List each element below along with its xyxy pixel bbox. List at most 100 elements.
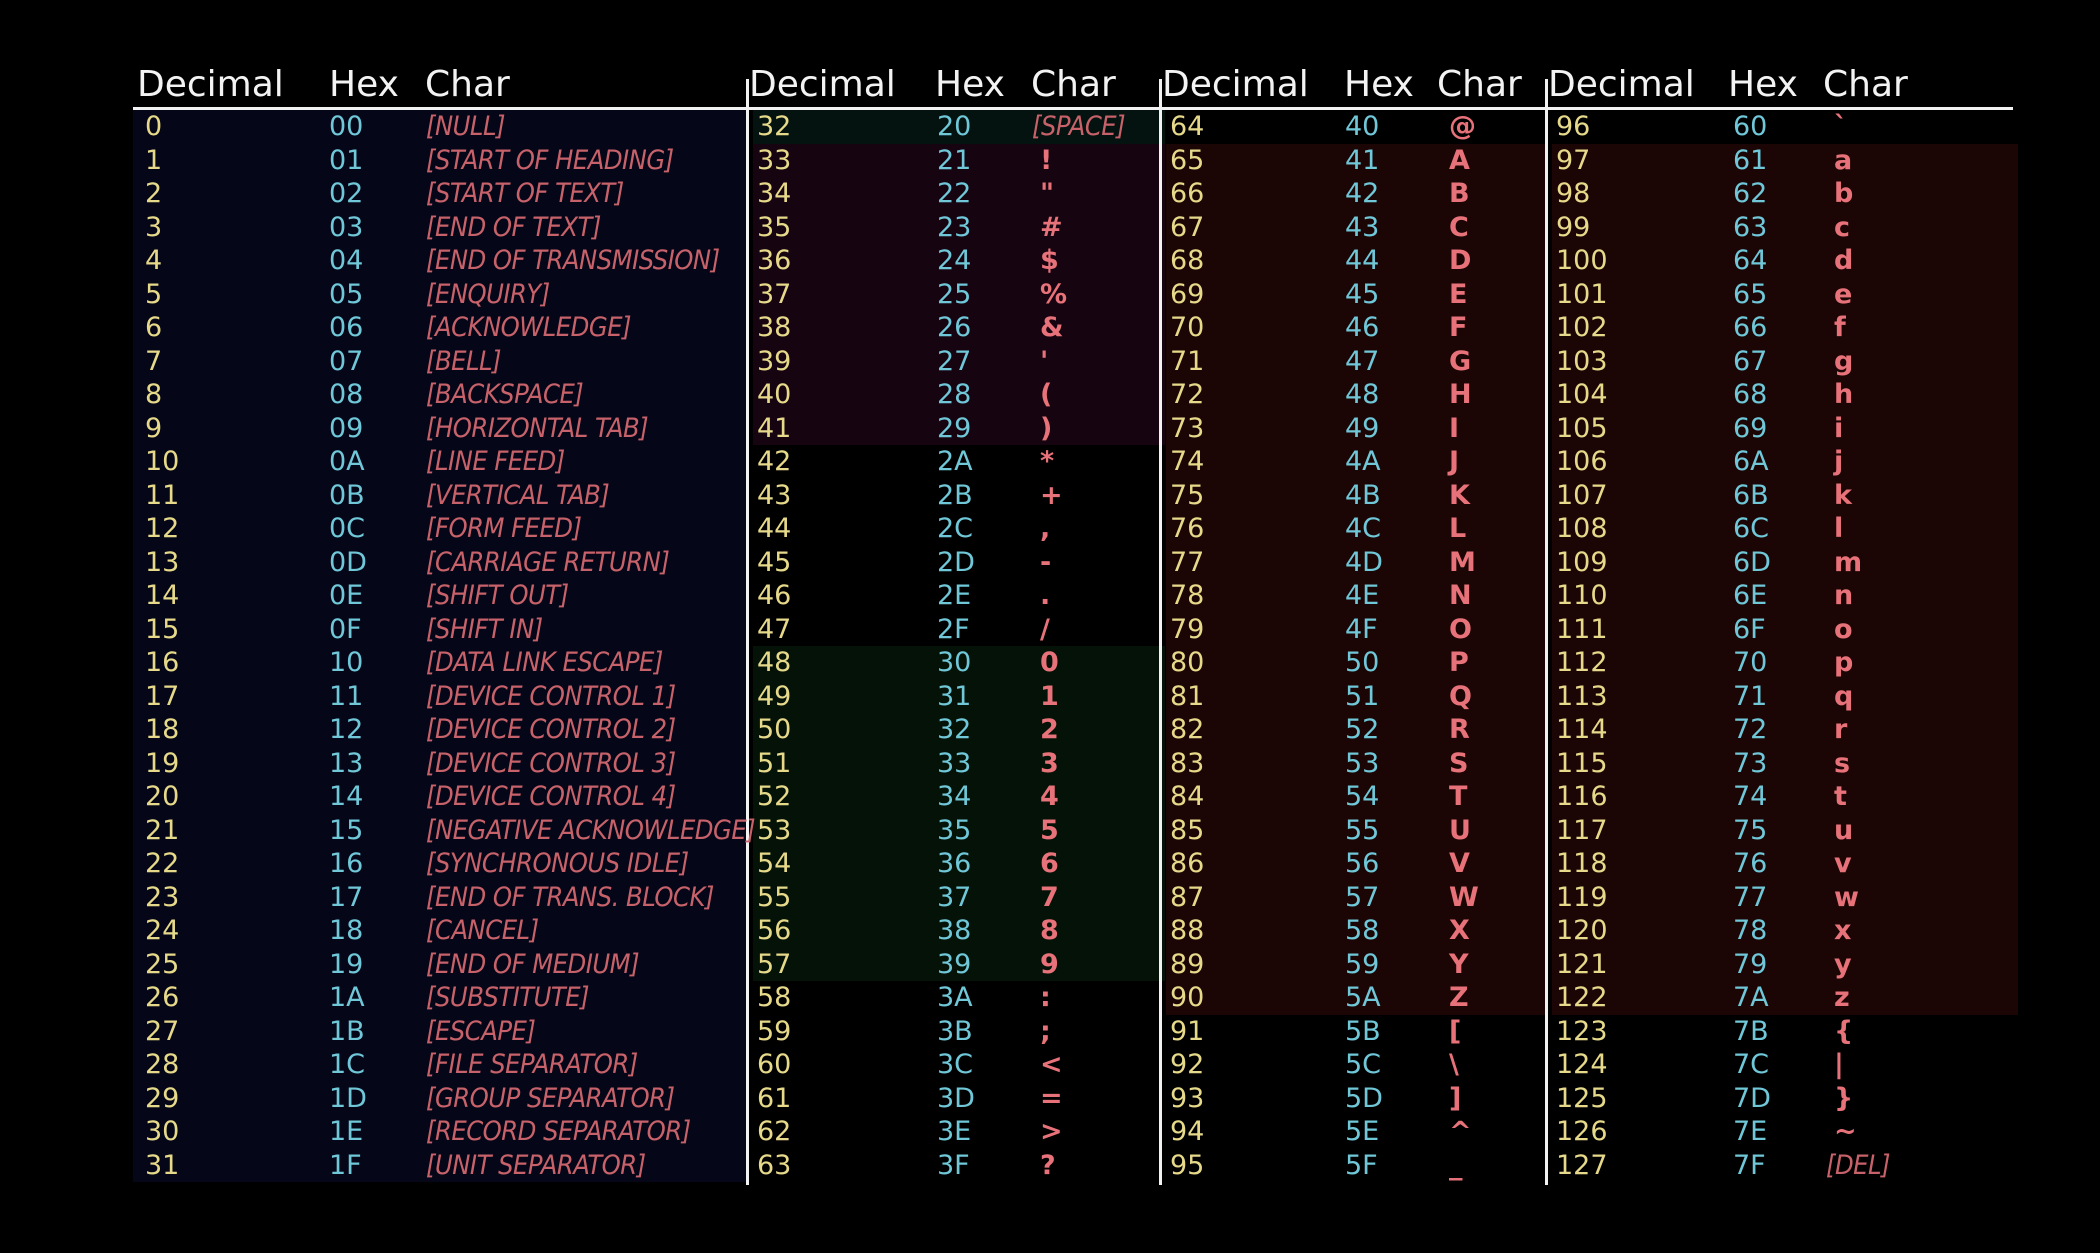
hex-value: 3C <box>937 1049 974 1080</box>
decimal-header: Decimal <box>137 64 284 105</box>
char-glyph: n <box>1834 580 1854 611</box>
hex-value: 4B <box>1345 479 1381 511</box>
hex-value: 57 <box>1345 881 1380 913</box>
hex-value: 4D <box>1345 546 1383 578</box>
hex-value: 3B <box>937 1015 973 1047</box>
decimal-value: 4 <box>145 245 163 276</box>
hex-value: 78 <box>1733 915 1768 946</box>
control-char-label: [ENQUIRY] <box>426 278 550 310</box>
hex-value: 70 <box>1733 647 1768 678</box>
hex-value: 7F <box>1733 1149 1766 1181</box>
char-glyph: # <box>1040 211 1063 243</box>
char-glyph: ] <box>1449 1082 1462 1114</box>
control-char-label: [FILE SEPARATOR] <box>426 1049 638 1080</box>
char-glyph: p <box>1834 647 1854 678</box>
control-char-label: [BELL] <box>426 345 502 377</box>
char-glyph: x <box>1834 915 1852 946</box>
hex-value: 28 <box>937 379 972 410</box>
hex-value: 39 <box>937 948 972 980</box>
decimal-value: 7 <box>145 345 163 377</box>
decimal-value: 44 <box>757 513 792 544</box>
char-glyph: l <box>1834 513 1844 544</box>
decimal-header: Decimal <box>1162 64 1309 105</box>
hex-value: 18 <box>329 915 364 946</box>
decimal-value: 30 <box>145 1116 180 1147</box>
hex-value: 31 <box>937 680 972 712</box>
control-char-label: [ESCAPE] <box>426 1015 536 1047</box>
decimal-value: 35 <box>757 211 792 243</box>
decimal-value: 53 <box>757 814 792 846</box>
char-header: Char <box>425 64 510 105</box>
decimal-value: 81 <box>1170 680 1205 712</box>
char-glyph: o <box>1834 613 1853 645</box>
control-char-label: [END OF TRANSMISSION] <box>426 245 720 276</box>
hex-value: 5F <box>1345 1149 1378 1181</box>
decimal-value: 72 <box>1170 379 1205 410</box>
hex-value: 20 <box>937 111 972 142</box>
decimal-value: 125 <box>1556 1082 1608 1114</box>
hex-value: 48 <box>1345 379 1380 410</box>
decimal-value: 123 <box>1556 1015 1608 1047</box>
hex-value: 6B <box>1733 479 1769 511</box>
char-header: Char <box>1031 64 1116 105</box>
char-glyph: b <box>1834 178 1854 209</box>
hex-value: 37 <box>937 881 972 913</box>
hex-value: 61 <box>1733 144 1768 176</box>
hex-value: 5C <box>1345 1049 1382 1080</box>
control-char-label: [ACKNOWLEDGE] <box>426 312 632 343</box>
decimal-value: 61 <box>757 1082 792 1114</box>
char-glyph: Z <box>1449 982 1469 1013</box>
hex-value: 77 <box>1733 881 1768 913</box>
uppercase-band <box>1166 143 1547 1015</box>
char-header: Char <box>1823 64 1908 105</box>
hex-value: 6C <box>1733 513 1770 544</box>
hex-value: 35 <box>937 814 972 846</box>
hex-value: 07 <box>329 345 364 377</box>
hex-value: 49 <box>1345 412 1380 444</box>
decimal-value: 121 <box>1556 948 1608 980</box>
decimal-value: 73 <box>1170 412 1205 444</box>
char-glyph: , <box>1040 513 1051 544</box>
char-glyph: _ <box>1449 1149 1463 1181</box>
char-glyph: L <box>1449 513 1467 544</box>
hex-value: 6F <box>1733 613 1766 645</box>
decimal-value: 32 <box>757 111 792 142</box>
decimal-value: 101 <box>1556 278 1608 310</box>
decimal-value: 25 <box>145 948 180 980</box>
char-glyph: ~ <box>1834 1116 1857 1147</box>
hex-value: 63 <box>1733 211 1768 243</box>
hex-value: 23 <box>937 211 972 243</box>
char-glyph: Q <box>1449 680 1472 712</box>
decimal-value: 23 <box>145 881 180 913</box>
hex-value: 06 <box>329 312 364 343</box>
char-glyph: I <box>1449 412 1460 444</box>
hex-value: 6E <box>1733 580 1768 611</box>
hex-value: 65 <box>1733 278 1768 310</box>
hex-value: 02 <box>329 178 364 209</box>
decimal-value: 75 <box>1170 479 1205 511</box>
decimal-value: 92 <box>1170 1049 1205 1080</box>
decimal-value: 114 <box>1556 714 1608 745</box>
char-glyph: 6 <box>1040 848 1059 879</box>
hex-value: 43 <box>1345 211 1380 243</box>
decimal-header: Decimal <box>1548 64 1695 105</box>
decimal-value: 40 <box>757 379 792 410</box>
decimal-value: 29 <box>145 1082 180 1114</box>
char-glyph: U <box>1449 814 1471 846</box>
hex-value: 53 <box>1345 747 1380 779</box>
char-glyph: T <box>1449 781 1468 812</box>
hex-value: 17 <box>329 881 364 913</box>
hex-value: 76 <box>1733 848 1768 879</box>
hex-value: 51 <box>1345 680 1380 712</box>
char-glyph: f <box>1834 312 1846 343</box>
char-glyph: $ <box>1040 245 1059 276</box>
hex-value: 19 <box>329 948 364 980</box>
control-char-label: [FORM FEED] <box>426 513 582 544</box>
hex-value: 30 <box>937 647 972 678</box>
ascii-table: Decimal Hex Char Decimal Hex Char Decimal Hex Ch… <box>133 62 2018 1192</box>
decimal-value: 27 <box>145 1015 180 1047</box>
decimal-value: 87 <box>1170 881 1205 913</box>
hex-value: 4A <box>1345 446 1381 477</box>
decimal-value: 76 <box>1170 513 1205 544</box>
hex-value: 7E <box>1733 1116 1768 1147</box>
